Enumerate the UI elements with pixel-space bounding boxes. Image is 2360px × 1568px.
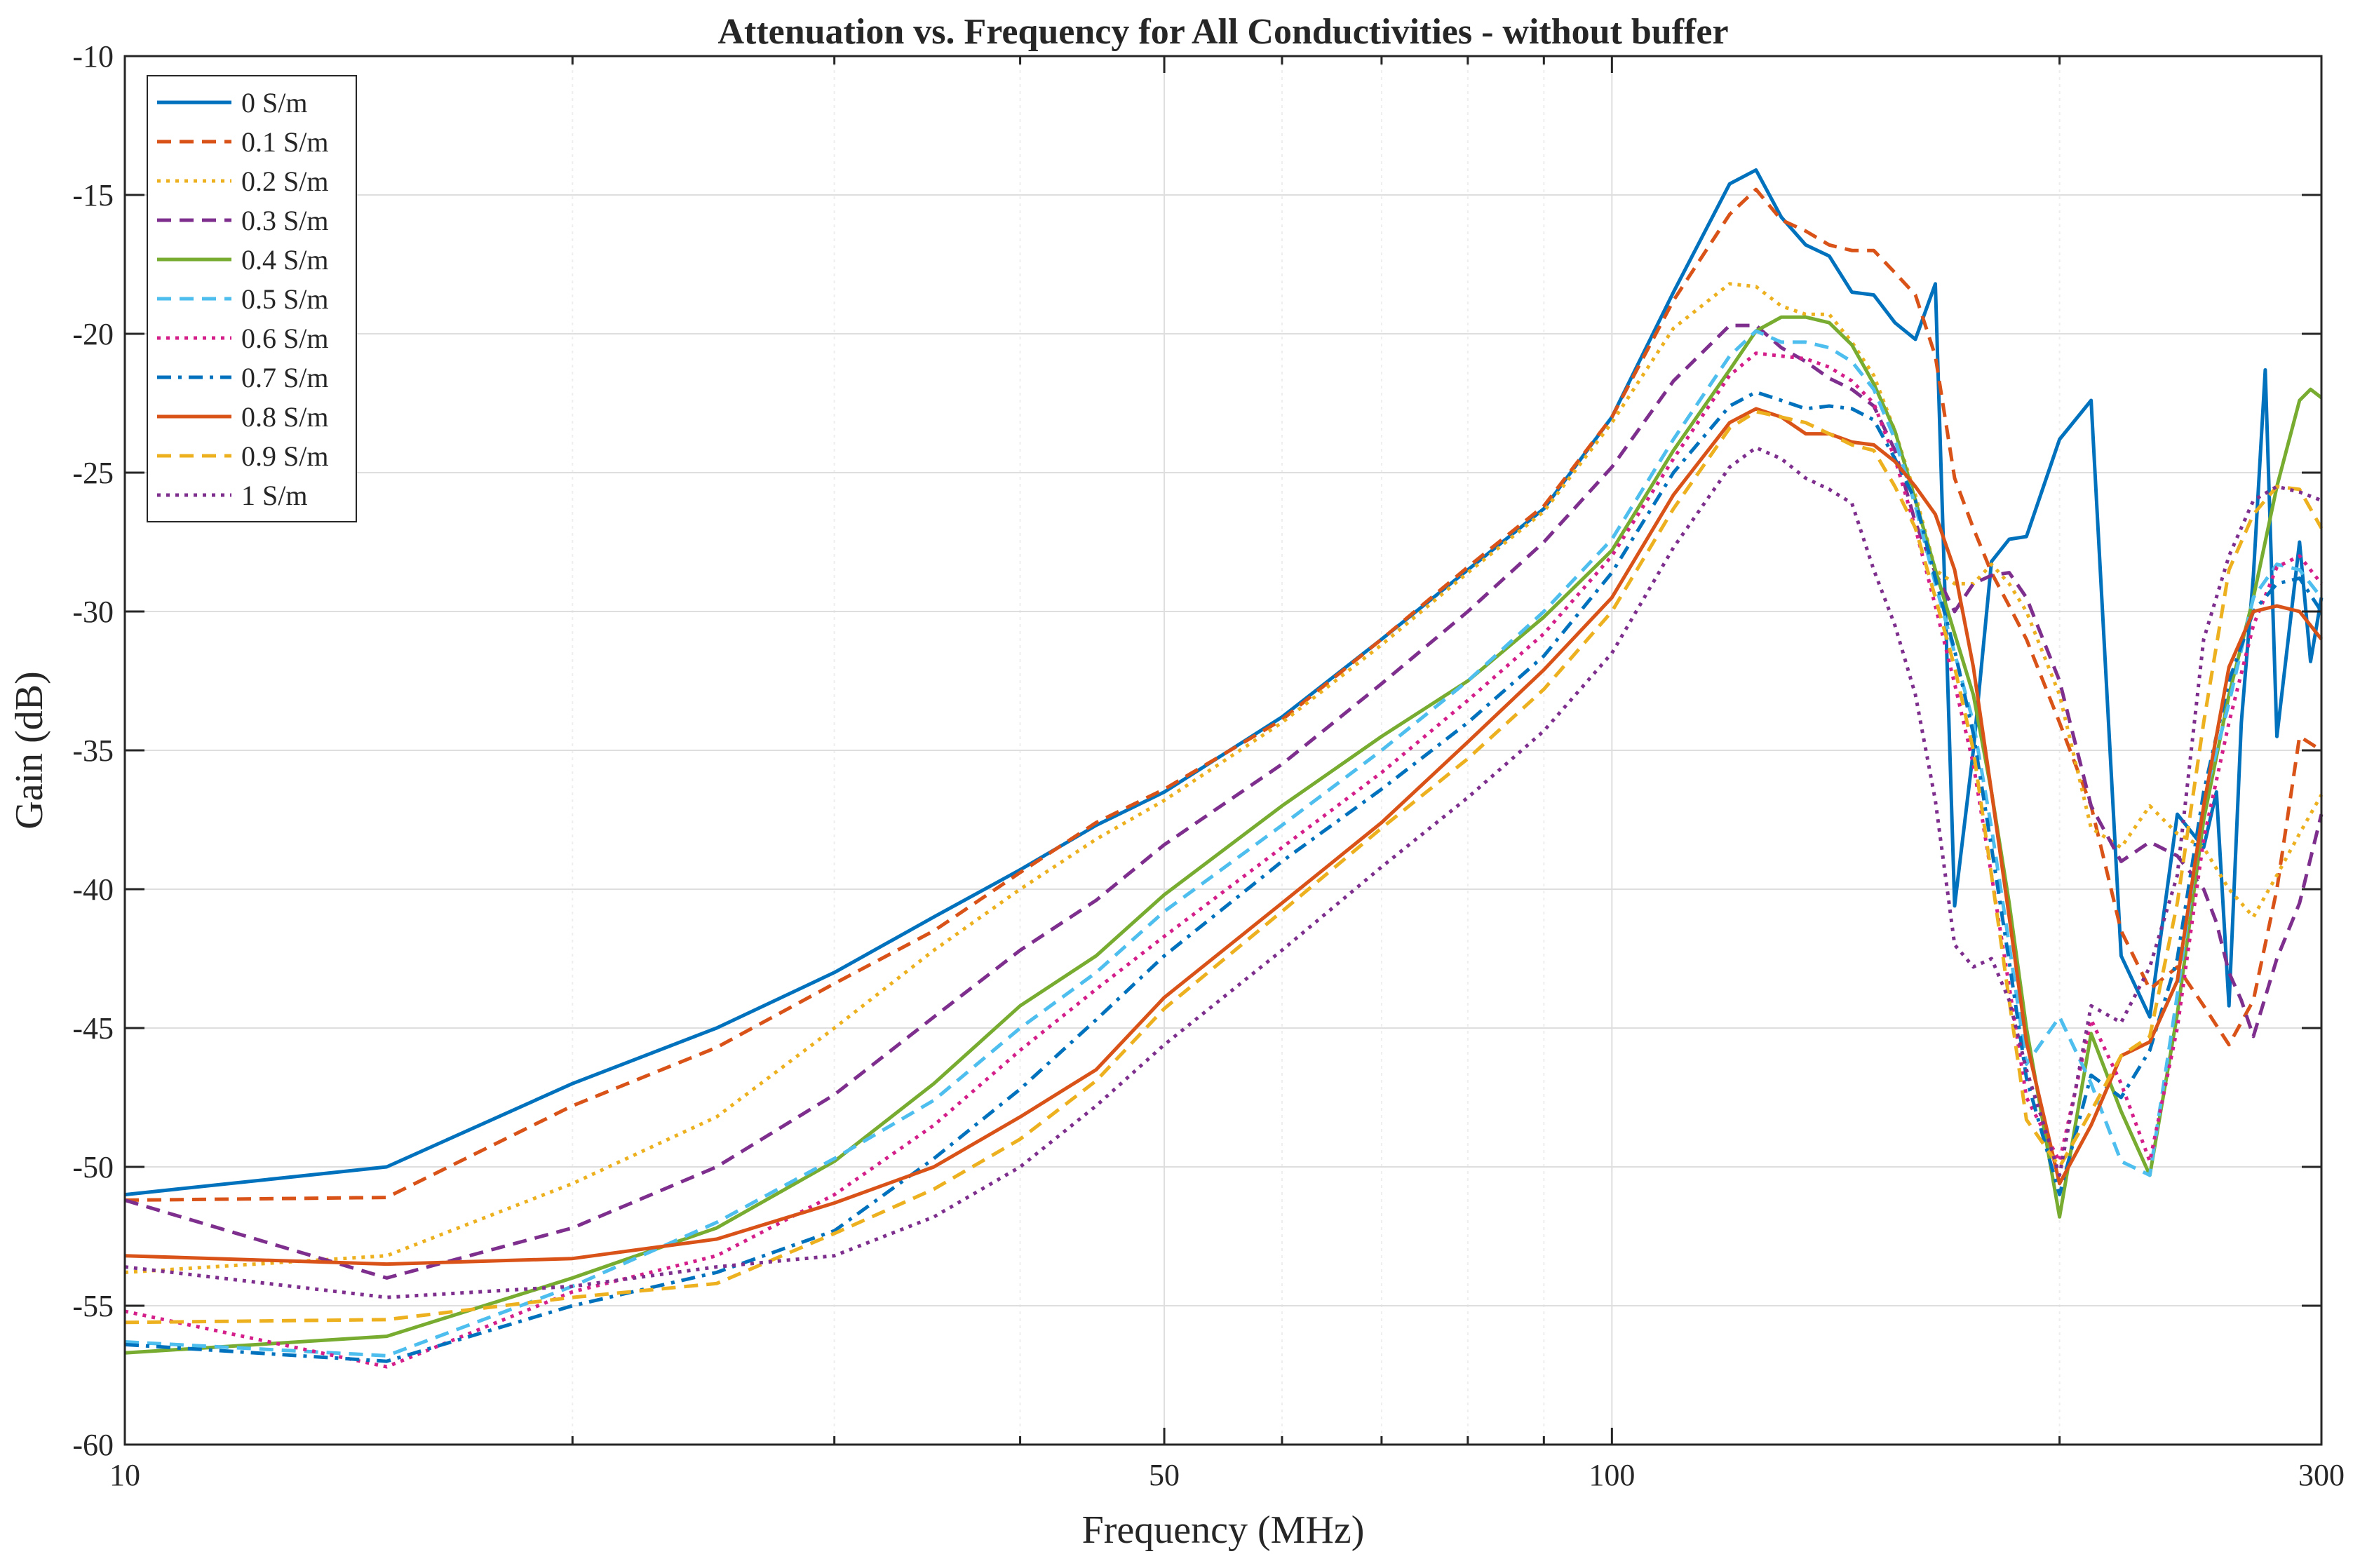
legend-label: 0.4 S/m xyxy=(241,244,328,276)
legend-label: 0.1 S/m xyxy=(241,126,328,158)
series-lines xyxy=(124,168,2324,1369)
y-tick-label: -20 xyxy=(72,317,114,351)
series-line-4 xyxy=(124,315,2323,1355)
y-tick-label: -10 xyxy=(72,39,114,74)
legend-label: 0.8 S/m xyxy=(241,401,328,433)
y-tick-label: -25 xyxy=(72,456,114,490)
x-tick-label: 300 xyxy=(2298,1458,2345,1492)
x-tick-label: 50 xyxy=(1149,1458,1180,1492)
legend-label: 0.9 S/m xyxy=(241,440,328,472)
legend-label: 0.7 S/m xyxy=(241,362,328,393)
series-line-10 xyxy=(124,445,2322,1299)
x-axis-label: Frequency (MHz) xyxy=(1082,1508,1365,1552)
legend-label: 0.6 S/m xyxy=(241,323,328,354)
y-tick-label: -60 xyxy=(72,1428,114,1462)
y-tick-label: -35 xyxy=(72,734,114,768)
series-line-9 xyxy=(124,410,2324,1325)
y-tick-label: -50 xyxy=(72,1150,114,1184)
y-tick-label: -15 xyxy=(72,178,114,212)
y-tick-label: -40 xyxy=(72,872,114,907)
legend-label: 1 S/m xyxy=(241,480,307,511)
legend-label: 0.2 S/m xyxy=(241,165,328,197)
y-tick-label: -45 xyxy=(72,1011,114,1046)
x-tick-label: 100 xyxy=(1589,1458,1635,1492)
chart-title: Attenuation vs. Frequency for All Conduc… xyxy=(717,12,1728,52)
series-line-1 xyxy=(124,187,2323,1202)
legend-label: 0.3 S/m xyxy=(241,205,328,236)
y-axis-label: Gain (dB) xyxy=(8,671,51,830)
y-tick-label: -30 xyxy=(72,595,114,629)
series-line-5 xyxy=(124,329,2323,1358)
y-tick-label: -55 xyxy=(72,1289,114,1323)
legend: 0 S/m 0.1 S/m 0.2 S/m 0.3 S/m 0.4 S/m 0.5 S/m… xyxy=(147,75,357,522)
series-line-8 xyxy=(124,407,2323,1266)
ticks: 10 50 100 300 -60 -55 -50 -45 -40 -35 -30 -25 -20 -15… xyxy=(72,39,2345,1492)
legend-label: 0 S/m xyxy=(241,87,307,119)
x-tick-label: 10 xyxy=(109,1458,140,1492)
legend-label: 0.5 S/m xyxy=(241,283,328,315)
series-line-0 xyxy=(124,168,2324,1197)
series-line-2 xyxy=(124,282,2324,1274)
series-line-6 xyxy=(124,351,2323,1369)
